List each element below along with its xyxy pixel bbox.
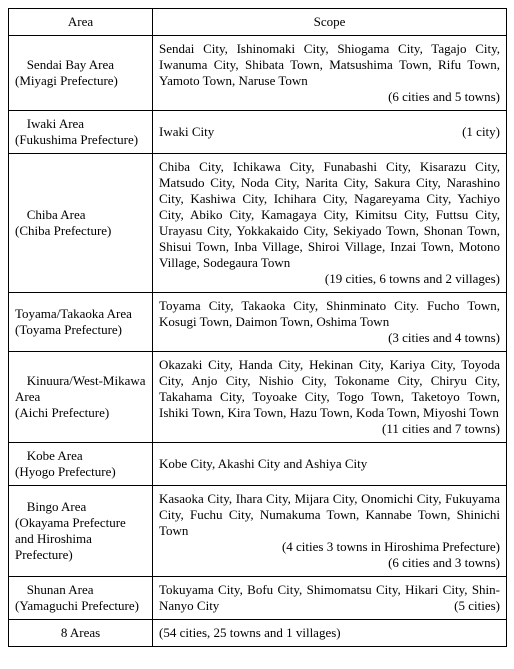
scope-text: Kasaoka City, Ihara City, Mijara City, O… bbox=[159, 491, 500, 538]
area-prefecture: (Chiba Prefecture) bbox=[15, 223, 111, 238]
areas-table: Area Scope Sendai Bay Area (Miyagi Prefe… bbox=[8, 8, 507, 647]
table-row: Bingo Area (Okayama Prefecture and Hiros… bbox=[9, 486, 507, 577]
area-name: Kobe Area bbox=[15, 448, 146, 464]
area-prefecture: (Okayama Prefecture and Hiroshima Prefec… bbox=[15, 515, 126, 562]
scope-cell: Iwaki City (1 city) bbox=[153, 111, 507, 154]
scope-cell: Toyama City, Takaoka City, Shinminato Ci… bbox=[153, 293, 507, 352]
scope-text: Kobe City, Akashi City and Ashiya City bbox=[159, 456, 367, 471]
table-row: Chiba Area (Chiba Prefecture) Chiba City… bbox=[9, 154, 507, 293]
scope-summary: (11 cities and 7 towns) bbox=[382, 421, 500, 437]
area-name: Iwaki Area bbox=[15, 116, 146, 132]
area-prefecture: (Hyogo Prefecture) bbox=[15, 464, 116, 479]
table-row: Iwaki Area (Fukushima Prefecture) Iwaki … bbox=[9, 111, 507, 154]
scope-summary: (5 cities) bbox=[454, 598, 500, 614]
area-prefecture: (Aichi Prefecture) bbox=[15, 405, 109, 420]
area-name: Bingo Area bbox=[15, 499, 146, 515]
table-row: Kinuura/West-Mikawa Area (Aichi Prefectu… bbox=[9, 352, 507, 443]
area-prefecture: (Yamaguchi Prefecture) bbox=[15, 598, 139, 613]
scope-text: Iwaki City bbox=[159, 124, 214, 139]
area-cell: Shunan Area (Yamaguchi Prefecture) bbox=[9, 577, 153, 620]
table-row: Kobe Area (Hyogo Prefecture) Kobe City, … bbox=[9, 443, 507, 486]
area-cell: Bingo Area (Okayama Prefecture and Hiros… bbox=[9, 486, 153, 577]
scope-text: Tokuyama City, Bofu City, Shimomatsu Cit… bbox=[159, 582, 500, 613]
scope-text: Toyama City, Takaoka City, Shinminato Ci… bbox=[159, 298, 500, 329]
scope-cell: Sendai City, Ishinomaki City, Shiogama C… bbox=[153, 36, 507, 111]
table-row: Shunan Area (Yamaguchi Prefecture) Tokuy… bbox=[9, 577, 507, 620]
area-name: Kinuura/West-Mikawa Area bbox=[15, 373, 146, 405]
scope-summary: (6 cities and 3 towns) bbox=[388, 555, 500, 571]
footer-area: 8 Areas bbox=[9, 620, 153, 647]
scope-cell: Kasaoka City, Ihara City, Mijara City, O… bbox=[153, 486, 507, 577]
header-row: Area Scope bbox=[9, 9, 507, 36]
scope-cell: Chiba City, Ichikawa City, Funabashi Cit… bbox=[153, 154, 507, 293]
scope-cell: Tokuyama City, Bofu City, Shimomatsu Cit… bbox=[153, 577, 507, 620]
header-scope: Scope bbox=[153, 9, 507, 36]
area-cell: Iwaki Area (Fukushima Prefecture) bbox=[9, 111, 153, 154]
scope-cell: Kobe City, Akashi City and Ashiya City bbox=[153, 443, 507, 486]
area-prefecture: (Toyama Prefecture) bbox=[15, 322, 122, 337]
scope-summary: (1 city) bbox=[462, 124, 500, 140]
area-cell: Chiba Area (Chiba Prefecture) bbox=[9, 154, 153, 293]
area-name: Chiba Area bbox=[15, 207, 146, 223]
table-row: Toyama/Takaoka Area (Toyama Prefecture) … bbox=[9, 293, 507, 352]
area-cell: Sendai Bay Area (Miyagi Prefecture) bbox=[9, 36, 153, 111]
area-name: Toyama/Takaoka Area bbox=[15, 306, 132, 321]
scope-summary: (19 cities, 6 towns and 2 villages) bbox=[325, 271, 500, 287]
area-cell: Kinuura/West-Mikawa Area (Aichi Prefectu… bbox=[9, 352, 153, 443]
area-name: Sendai Bay Area bbox=[15, 57, 146, 73]
area-cell: Kobe Area (Hyogo Prefecture) bbox=[9, 443, 153, 486]
scope-text: Okazaki City, Handa City, Hekinan City, … bbox=[159, 357, 500, 420]
area-name: Shunan Area bbox=[15, 582, 146, 598]
footer-row: 8 Areas (54 cities, 25 towns and 1 villa… bbox=[9, 620, 507, 647]
scope-summary: (6 cities and 5 towns) bbox=[388, 89, 500, 105]
scope-cell: Okazaki City, Handa City, Hekinan City, … bbox=[153, 352, 507, 443]
scope-summary: (3 cities and 4 towns) bbox=[388, 330, 500, 346]
scope-extra: (4 cities 3 towns in Hiroshima Prefectur… bbox=[282, 539, 500, 555]
area-cell: Toyama/Takaoka Area (Toyama Prefecture) bbox=[9, 293, 153, 352]
area-prefecture: (Fukushima Prefecture) bbox=[15, 132, 138, 147]
scope-text: Sendai City, Ishinomaki City, Shiogama C… bbox=[159, 41, 500, 88]
area-prefecture: (Miyagi Prefecture) bbox=[15, 73, 118, 88]
header-area: Area bbox=[9, 9, 153, 36]
table-row: Sendai Bay Area (Miyagi Prefecture) Send… bbox=[9, 36, 507, 111]
scope-text: Chiba City, Ichikawa City, Funabashi Cit… bbox=[159, 159, 500, 270]
footer-scope: (54 cities, 25 towns and 1 villages) bbox=[153, 620, 507, 647]
